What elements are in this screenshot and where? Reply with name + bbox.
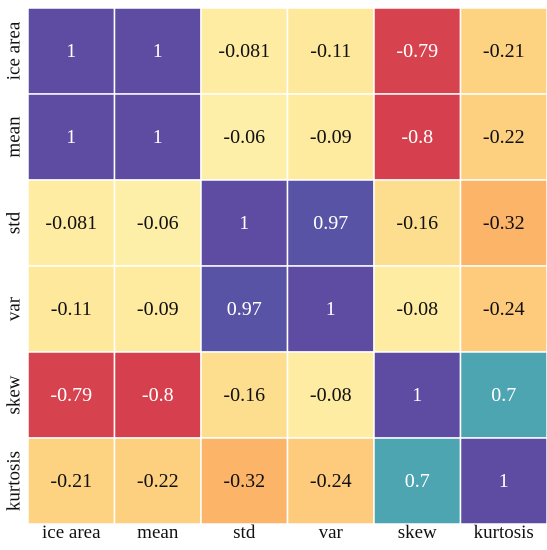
cell-label-mean-std: -0.06 [223, 126, 265, 148]
cell-label-mean-kurtosis: -0.22 [483, 126, 525, 148]
cell-label-ice-area-kurtosis: -0.21 [483, 40, 525, 62]
cell-label-ice-area-mean: 1 [153, 40, 163, 62]
cell-label-var-mean: -0.09 [137, 298, 179, 320]
cell-label-std-var: 0.97 [313, 212, 348, 234]
y-tick-label-kurtosis: kurtosis [4, 451, 25, 511]
heatmap-cell-mean-ice-area [27, 93, 116, 181]
cell-label-skew-ice-area: -0.79 [50, 384, 92, 406]
heatmap-cells [27, 7, 547, 525]
heatmap-cell-skew-mean [113, 351, 202, 439]
heatmap-cell-ice-area-std [200, 7, 289, 95]
heatmap-cell-mean-kurtosis [459, 93, 547, 181]
x-tick-label-mean: mean [137, 522, 179, 543]
heatmap-cell-skew-std [200, 351, 289, 439]
cell-label-kurtosis-var: -0.24 [310, 470, 352, 492]
cell-label-ice-area-var: -0.11 [310, 40, 351, 62]
heatmap-cell-std-mean [113, 179, 202, 267]
heatmap-cell-kurtosis-kurtosis [459, 437, 547, 525]
y-tick-label-std: std [4, 211, 25, 234]
y-axis-tick-labels: ice area mean std var skew kurtosis [4, 21, 25, 511]
cell-label-skew-mean: -0.8 [142, 384, 174, 406]
cell-label-mean-var: -0.09 [310, 126, 352, 148]
cell-label-skew-skew: 1 [412, 384, 422, 406]
cell-label-std-mean: -0.06 [137, 212, 179, 234]
heatmap-cell-var-skew [373, 265, 462, 353]
cell-label-kurtosis-ice-area: -0.21 [50, 470, 92, 492]
heatmap-cell-mean-var [286, 93, 375, 181]
heatmap-cell-kurtosis-ice-area [27, 437, 116, 525]
heatmap-cell-kurtosis-var [286, 437, 375, 525]
y-tick-label-ice-area: ice area [4, 21, 25, 80]
cell-label-var-kurtosis: -0.24 [483, 298, 525, 320]
heatmap-cell-kurtosis-mean [113, 437, 202, 525]
y-tick-label-skew: skew [4, 375, 25, 414]
heatmap-cell-var-kurtosis [459, 265, 547, 353]
cell-label-var-skew: -0.08 [396, 298, 438, 320]
cell-label-std-skew: -0.16 [396, 212, 438, 234]
cell-label-kurtosis-skew: 0.7 [405, 470, 430, 492]
heatmap-cell-var-std [200, 265, 289, 353]
cell-label-ice-area-skew: -0.79 [396, 40, 438, 62]
cell-label-var-var: 1 [326, 298, 336, 320]
x-tick-label-kurtosis: kurtosis [474, 522, 534, 543]
x-tick-label-std: std [233, 522, 256, 543]
cell-label-ice-area-ice-area: 1 [66, 40, 76, 62]
cell-label-ice-area-std: -0.081 [218, 40, 270, 62]
cell-label-kurtosis-std: -0.32 [223, 470, 265, 492]
heatmap-cell-ice-area-ice-area [27, 7, 116, 95]
heatmap-cell-ice-area-kurtosis [459, 7, 547, 95]
cell-label-skew-var: -0.08 [310, 384, 352, 406]
cell-label-skew-std: -0.16 [223, 384, 265, 406]
x-tick-label-var: var [319, 522, 344, 543]
cell-label-mean-skew: -0.8 [401, 126, 433, 148]
cell-label-std-ice-area: -0.081 [45, 212, 97, 234]
heatmap-cell-skew-kurtosis [459, 351, 547, 439]
cell-label-var-std: 0.97 [227, 298, 262, 320]
cell-label-var-ice-area: -0.11 [51, 298, 92, 320]
heatmap-cell-std-ice-area [27, 179, 116, 267]
heatmap-cell-var-mean [113, 265, 202, 353]
heatmap-cell-kurtosis-skew [373, 437, 462, 525]
heatmap-cell-labels: 1 1 -0.081 -0.11 -0.79 -0.211 1 -0.06 -0.09 -0.8-… [45, 40, 524, 492]
cell-label-skew-kurtosis: 0.7 [491, 384, 516, 406]
heatmap-cell-skew-ice-area [27, 351, 116, 439]
x-tick-label-ice-area: ice area [42, 522, 101, 543]
heatmap-cell-std-var [286, 179, 375, 267]
heatmap-cell-mean-skew [373, 93, 462, 181]
cell-label-mean-mean: 1 [153, 126, 163, 148]
heatmap-cell-std-skew [373, 179, 462, 267]
heatmap-cell-var-ice-area [27, 265, 116, 353]
x-tick-label-skew: skew [398, 522, 437, 543]
cell-label-std-kurtosis: -0.32 [483, 212, 525, 234]
y-tick-label-mean: mean [4, 116, 25, 158]
heatmap-cell-ice-area-mean [113, 7, 202, 95]
cell-label-mean-ice-area: 1 [66, 126, 76, 148]
cell-label-kurtosis-mean: -0.22 [137, 470, 179, 492]
cell-label-kurtosis-kurtosis: 1 [499, 470, 509, 492]
y-tick-label-var: var [4, 296, 25, 321]
cell-label-std-std: 1 [239, 212, 249, 234]
x-axis-tick-labels: ice area mean std var skew kurtosis [42, 522, 534, 543]
